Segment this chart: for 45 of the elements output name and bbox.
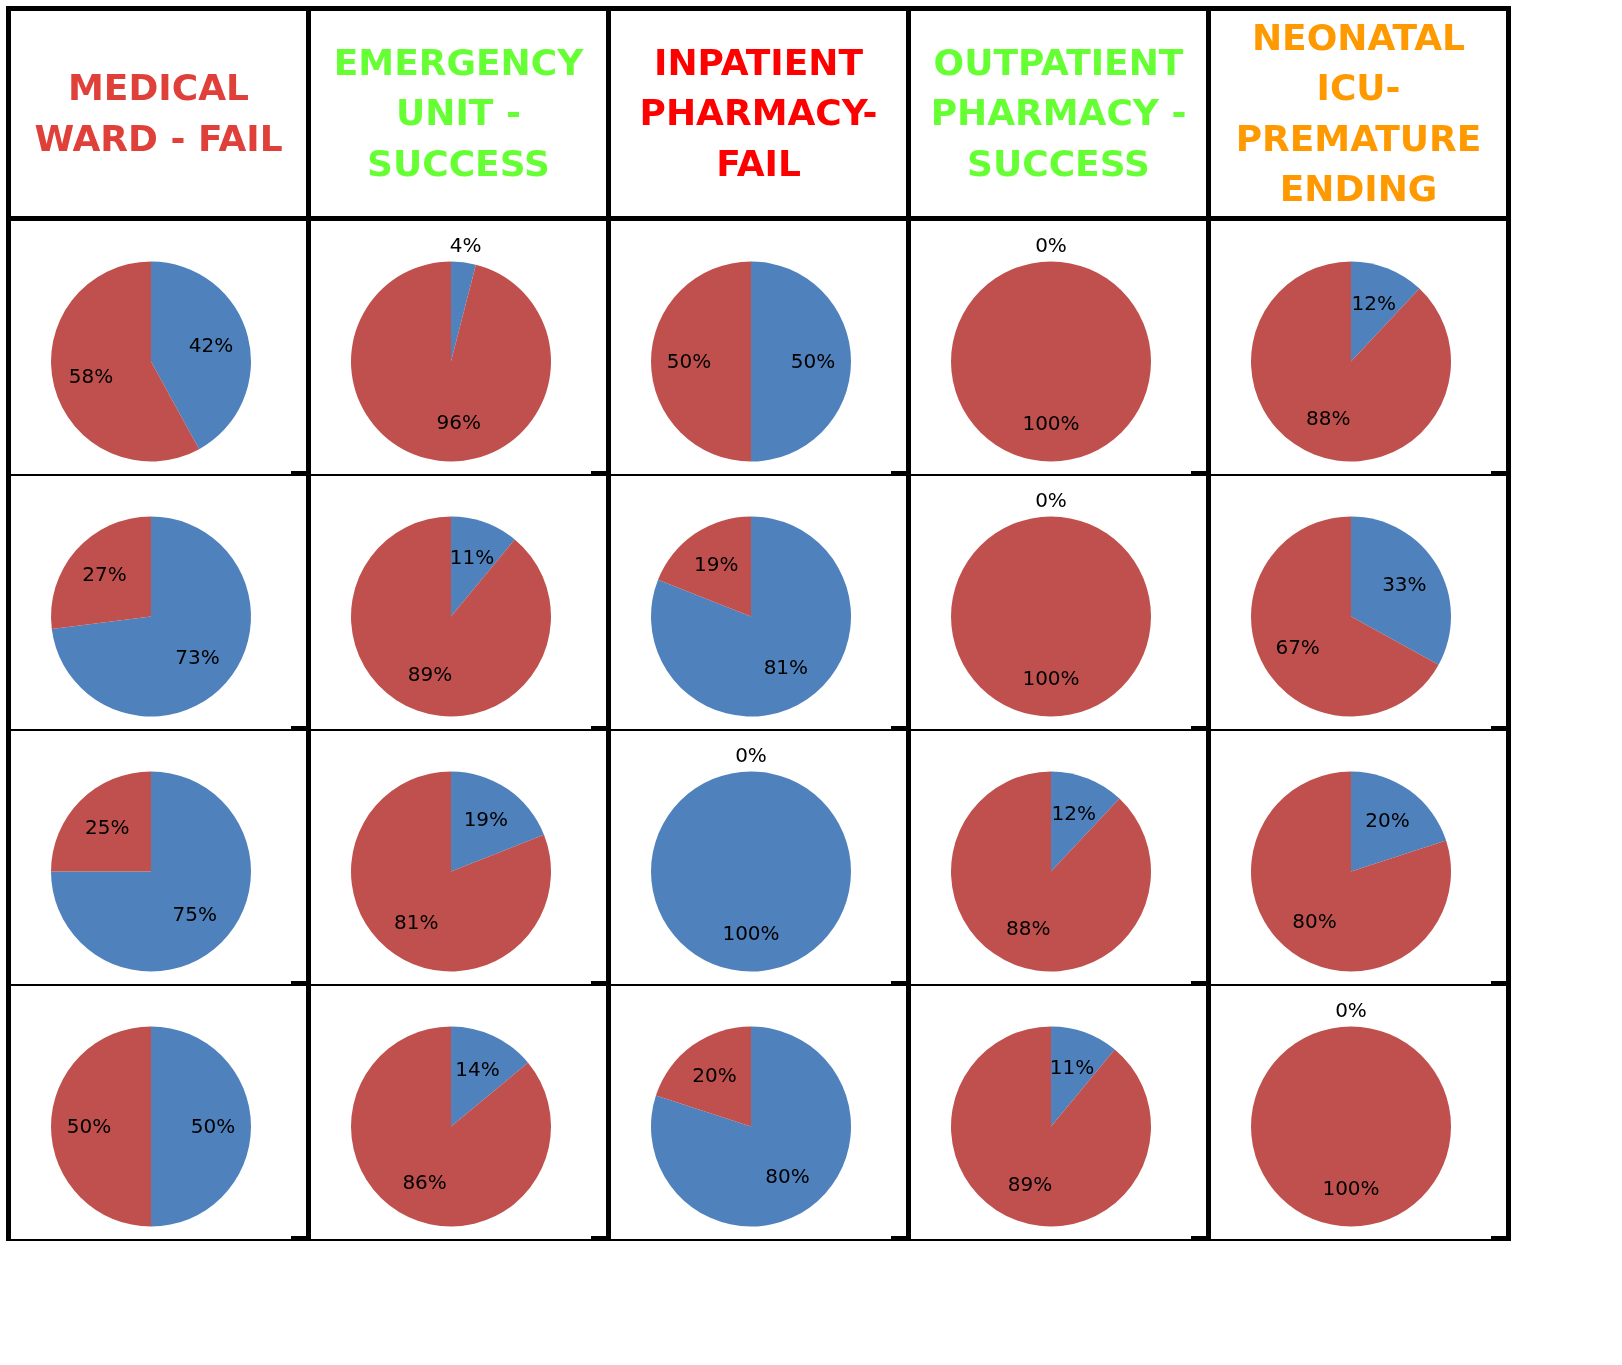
data-label: 20% — [692, 1063, 737, 1088]
data-label: 88% — [1005, 916, 1051, 941]
data-label: 100% — [1322, 1175, 1380, 1200]
text: 0% — [735, 742, 767, 767]
data-label: 58% — [68, 363, 114, 388]
data-label: 89% — [1007, 1171, 1053, 1196]
data-label: 80% — [765, 1163, 810, 1188]
data-label: 14% — [455, 1057, 500, 1082]
data-label: 100% — [1022, 410, 1080, 435]
data-label: 20% — [1365, 808, 1410, 833]
data-label: 42% — [188, 333, 234, 358]
data-label: 67% — [1275, 635, 1320, 660]
data-label: 4% — [449, 233, 482, 258]
text: MEDICAL WARD - FAIL — [11, 11, 311, 221]
data-label: 100% — [722, 920, 780, 945]
data-label: 33% — [1382, 571, 1427, 596]
text: 0% — [1035, 232, 1067, 257]
text: INPATIENT PHARMACY- FAIL — [611, 11, 911, 221]
data-label: 86% — [402, 1169, 447, 1194]
data-label: 81% — [393, 909, 439, 934]
data-label: 50% — [666, 348, 712, 373]
text: 0% — [1035, 487, 1067, 512]
data-label: 50% — [66, 1113, 112, 1138]
data-label: 89% — [407, 661, 453, 686]
data-label: 81% — [763, 654, 809, 679]
data-label: 80% — [1292, 908, 1337, 933]
data-label: 50% — [790, 348, 836, 373]
data-label: 100% — [1022, 665, 1080, 690]
data-label: 75% — [172, 902, 218, 927]
data-label: 27% — [82, 562, 127, 587]
data-label: 96% — [436, 410, 481, 435]
data-label: 19% — [463, 807, 509, 832]
data-label: 19% — [693, 552, 739, 577]
data-label: 73% — [175, 644, 220, 669]
data-label: 50% — [190, 1113, 236, 1138]
data-label: 11% — [1049, 1055, 1095, 1080]
text: 0% — [1335, 997, 1367, 1022]
data-label: 88% — [1305, 406, 1351, 431]
data-label: 25% — [84, 814, 130, 839]
data-label: 12% — [1351, 290, 1397, 315]
text: OUTPATIENT PHARMACY - SUCCESS — [911, 11, 1211, 221]
text: NEONATAL ICU- PREMATURE ENDING — [1211, 11, 1511, 221]
data-label: 12% — [1051, 800, 1097, 825]
text: EMERGENCY UNIT - SUCCESS — [311, 11, 611, 221]
data-label: 11% — [449, 545, 495, 570]
